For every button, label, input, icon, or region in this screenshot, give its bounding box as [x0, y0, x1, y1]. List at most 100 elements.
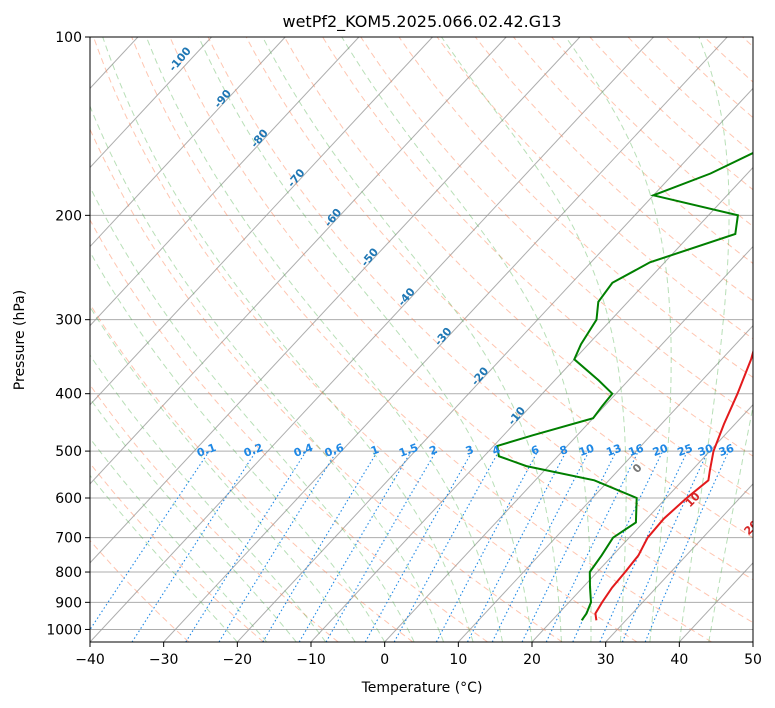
moist-adiabat-line	[145, 37, 503, 642]
temperature-line	[594, 348, 753, 621]
mixing-ratio-label: 3	[464, 443, 476, 458]
mixing-ratio-label: 6	[529, 443, 541, 458]
moist-adiabat-line	[708, 404, 753, 642]
mixing-ratio-label: 25	[676, 442, 695, 459]
moist-adiabat-line	[262, 37, 562, 642]
y-tick-label: 400	[55, 387, 82, 403]
y-axis-label: Pressure (hPa)	[12, 290, 28, 390]
plot-area	[90, 37, 753, 642]
x-axis-label: Temperature (°C)	[361, 680, 483, 696]
y-tick-label: 800	[55, 565, 82, 581]
x-tick-label: 40	[670, 652, 688, 668]
mixing-ratio-label: 30	[696, 442, 715, 460]
dry-adiabat-line	[90, 384, 339, 642]
x-tick-label: 20	[523, 652, 541, 668]
mixing-ratio-line	[262, 450, 379, 642]
x-tick-label: 10	[449, 652, 467, 668]
isotherm-line	[310, 166, 753, 642]
mixing-ratio-label: 10	[577, 442, 596, 460]
mixing-ratio-label: 1	[369, 443, 381, 458]
isotherm-line	[90, 37, 286, 248]
isotherm-line	[457, 324, 753, 642]
moist-adiabat-line	[90, 397, 297, 642]
moist-adiabat-line	[441, 37, 627, 642]
dry-adiabat-line	[169, 37, 753, 624]
axes: −40 −30 −20 −10 0 10 20 30 40 5010020030040050060…	[46, 30, 762, 668]
dry-adiabat-line	[398, 37, 753, 378]
dry-adiabat-line	[207, 37, 753, 581]
mixing-ratio-label: 0.6	[323, 441, 346, 460]
dry-adiabat-line	[93, 37, 638, 642]
sounding-profiles	[496, 151, 753, 621]
mixing-ratio-label: 2	[428, 443, 440, 458]
mixing-ratio-label: 1.5	[397, 441, 420, 460]
mixing-ratio-line	[298, 450, 412, 642]
isotherm-line	[90, 37, 654, 642]
isotherm-line	[0, 37, 64, 642]
mixing-ratio-label: 0.2	[242, 441, 265, 460]
moist-adiabat-line	[90, 306, 356, 642]
y-tick-label: 300	[55, 313, 82, 329]
y-tick-label: 100	[55, 30, 82, 46]
x-tick-label: −40	[75, 652, 105, 668]
mixing-ratio-label: 16	[627, 442, 646, 460]
isotherm-line	[90, 37, 433, 406]
dry-adiabat-line	[589, 37, 753, 191]
mixing-ratio-label: 4	[491, 443, 503, 458]
mixing-ratio-line	[185, 450, 307, 642]
isotherm-line	[163, 37, 728, 642]
dry-adiabat-line	[551, 37, 753, 227]
moist-adiabat-line	[565, 37, 672, 642]
moist-adiabat-line	[102, 37, 474, 642]
y-tick-label: 200	[55, 208, 82, 224]
moist-adiabat-line	[678, 37, 730, 642]
grid-lines	[0, 37, 753, 642]
isotherm-line	[90, 37, 360, 327]
mixing-ratio-label: 0.4	[292, 441, 315, 460]
y-tick-label: 500	[55, 444, 82, 460]
x-tick-label: 50	[744, 652, 762, 668]
isotherm-line	[384, 245, 753, 642]
mixing-ratio-label: 8	[558, 443, 570, 458]
dry-adiabat-line	[90, 539, 190, 642]
isotherm-line	[236, 87, 753, 642]
dry-adiabat-line	[245, 37, 753, 539]
x-tick-label: 0	[380, 652, 389, 668]
dewpoint-line	[496, 151, 753, 621]
dry-adiabat-label: 20	[742, 517, 762, 537]
mixing-ratio-label: 0.1	[195, 441, 218, 460]
isotherm-line	[90, 37, 212, 169]
y-tick-label: 900	[55, 595, 82, 611]
y-tick-label: 600	[55, 491, 82, 507]
mixing-ratio-line	[393, 450, 500, 642]
chart-title: wetPf2_KOM5.2025.066.02.42.G13	[282, 12, 561, 32]
dry-adiabat-line	[90, 128, 563, 642]
moist-adiabat-line	[198, 37, 533, 642]
mixing-ratio-line	[364, 450, 473, 642]
mixing-ratio-line	[545, 450, 639, 642]
moist-adiabat-line	[90, 354, 327, 642]
dry-adiabat-line	[322, 37, 753, 457]
mixing-ratio-line	[621, 450, 709, 642]
mixing-ratio-label: 36	[717, 442, 736, 460]
dry-adiabat-line	[283, 37, 753, 498]
isotherm-line	[752, 641, 753, 642]
moist-adiabat-line	[90, 104, 445, 642]
isotherm-line	[90, 37, 507, 485]
mixing-ratio-line	[644, 450, 730, 642]
mixing-ratio-line	[325, 450, 437, 642]
mixing-ratio-line	[572, 450, 664, 642]
isotherm-line	[605, 483, 753, 642]
x-tick-label: −20	[223, 652, 253, 668]
isotherm-line	[531, 404, 753, 642]
dry-adiabat-line	[131, 37, 712, 642]
x-tick-label: −30	[149, 652, 179, 668]
moist-adiabat-line	[90, 437, 268, 642]
mixing-ratio-label: 20	[651, 442, 670, 460]
mixing-ratio-label: 13	[604, 442, 623, 459]
isotherm-line	[90, 37, 581, 564]
y-tick-label: 1000	[46, 622, 82, 638]
moist-adiabat-line	[90, 250, 386, 642]
y-tick-label: 700	[55, 531, 82, 547]
